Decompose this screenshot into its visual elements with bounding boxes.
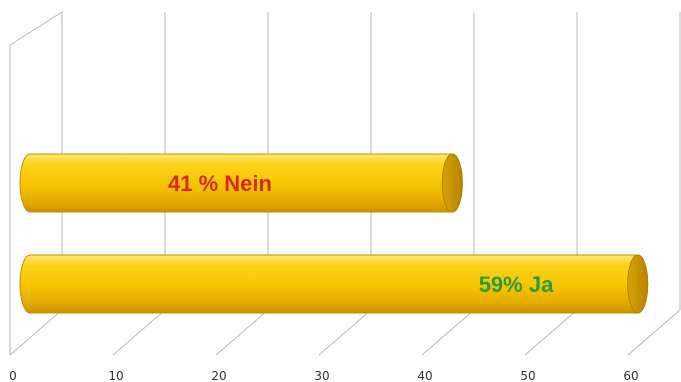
x-axis-tick-labels: 0 10 20 30 40 50 60 xyxy=(9,369,638,382)
bar-ja: 59% Ja xyxy=(19,254,649,314)
bar-data-label: 59% Ja xyxy=(479,272,554,297)
bar-nein: 41 % Nein xyxy=(19,153,463,213)
floor-gridline xyxy=(421,309,475,356)
floor-gridline xyxy=(215,309,269,356)
bar-end-cap xyxy=(627,254,649,314)
floor-gridline xyxy=(627,309,681,356)
x-tick-label: 50 xyxy=(520,369,535,382)
floor-gridline xyxy=(9,309,63,356)
x-tick-label: 60 xyxy=(623,369,638,382)
x-tick-label: 40 xyxy=(417,369,432,382)
floor-gridline xyxy=(524,309,578,356)
chart-bars: 41 % Nein 59% Ja xyxy=(19,153,649,314)
bar-body xyxy=(19,254,649,314)
floor-gridline xyxy=(112,309,166,356)
x-tick-label: 0 xyxy=(9,369,17,382)
floor-gridline xyxy=(318,309,372,356)
x-tick-label: 10 xyxy=(108,369,123,382)
bar-data-label: 41 % Nein xyxy=(168,171,272,196)
x-tick-label: 30 xyxy=(314,369,329,382)
x-tick-label: 20 xyxy=(211,369,226,382)
bar-end-cap xyxy=(441,153,463,213)
